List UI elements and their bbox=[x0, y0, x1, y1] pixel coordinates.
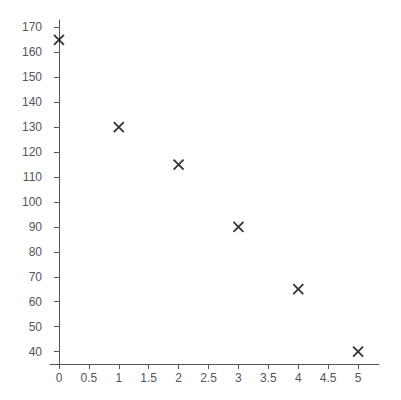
svg-text:0.5: 0.5 bbox=[81, 371, 98, 385]
svg-text:90: 90 bbox=[29, 220, 43, 234]
svg-text:60: 60 bbox=[29, 295, 43, 309]
svg-text:140: 140 bbox=[22, 95, 42, 109]
svg-text:110: 110 bbox=[23, 170, 42, 184]
svg-text:70: 70 bbox=[29, 270, 43, 284]
svg-text:130: 130 bbox=[22, 120, 42, 134]
svg-text:4: 4 bbox=[295, 371, 302, 385]
svg-text:5: 5 bbox=[355, 371, 362, 385]
svg-text:50: 50 bbox=[29, 320, 43, 334]
svg-text:100: 100 bbox=[22, 195, 42, 209]
svg-text:2.5: 2.5 bbox=[200, 371, 217, 385]
svg-text:3: 3 bbox=[235, 371, 242, 385]
svg-text:4.5: 4.5 bbox=[320, 371, 337, 385]
svg-text:80: 80 bbox=[29, 245, 43, 259]
svg-text:1: 1 bbox=[115, 371, 122, 385]
svg-text:3.5: 3.5 bbox=[260, 371, 277, 385]
svg-text:150: 150 bbox=[22, 70, 42, 84]
svg-text:0: 0 bbox=[56, 371, 63, 385]
svg-text:120: 120 bbox=[22, 145, 42, 159]
svg-text:2: 2 bbox=[175, 371, 182, 385]
svg-text:170: 170 bbox=[22, 20, 42, 34]
svg-text:160: 160 bbox=[22, 45, 42, 59]
svg-text:40: 40 bbox=[29, 345, 43, 359]
svg-text:1.5: 1.5 bbox=[140, 371, 157, 385]
